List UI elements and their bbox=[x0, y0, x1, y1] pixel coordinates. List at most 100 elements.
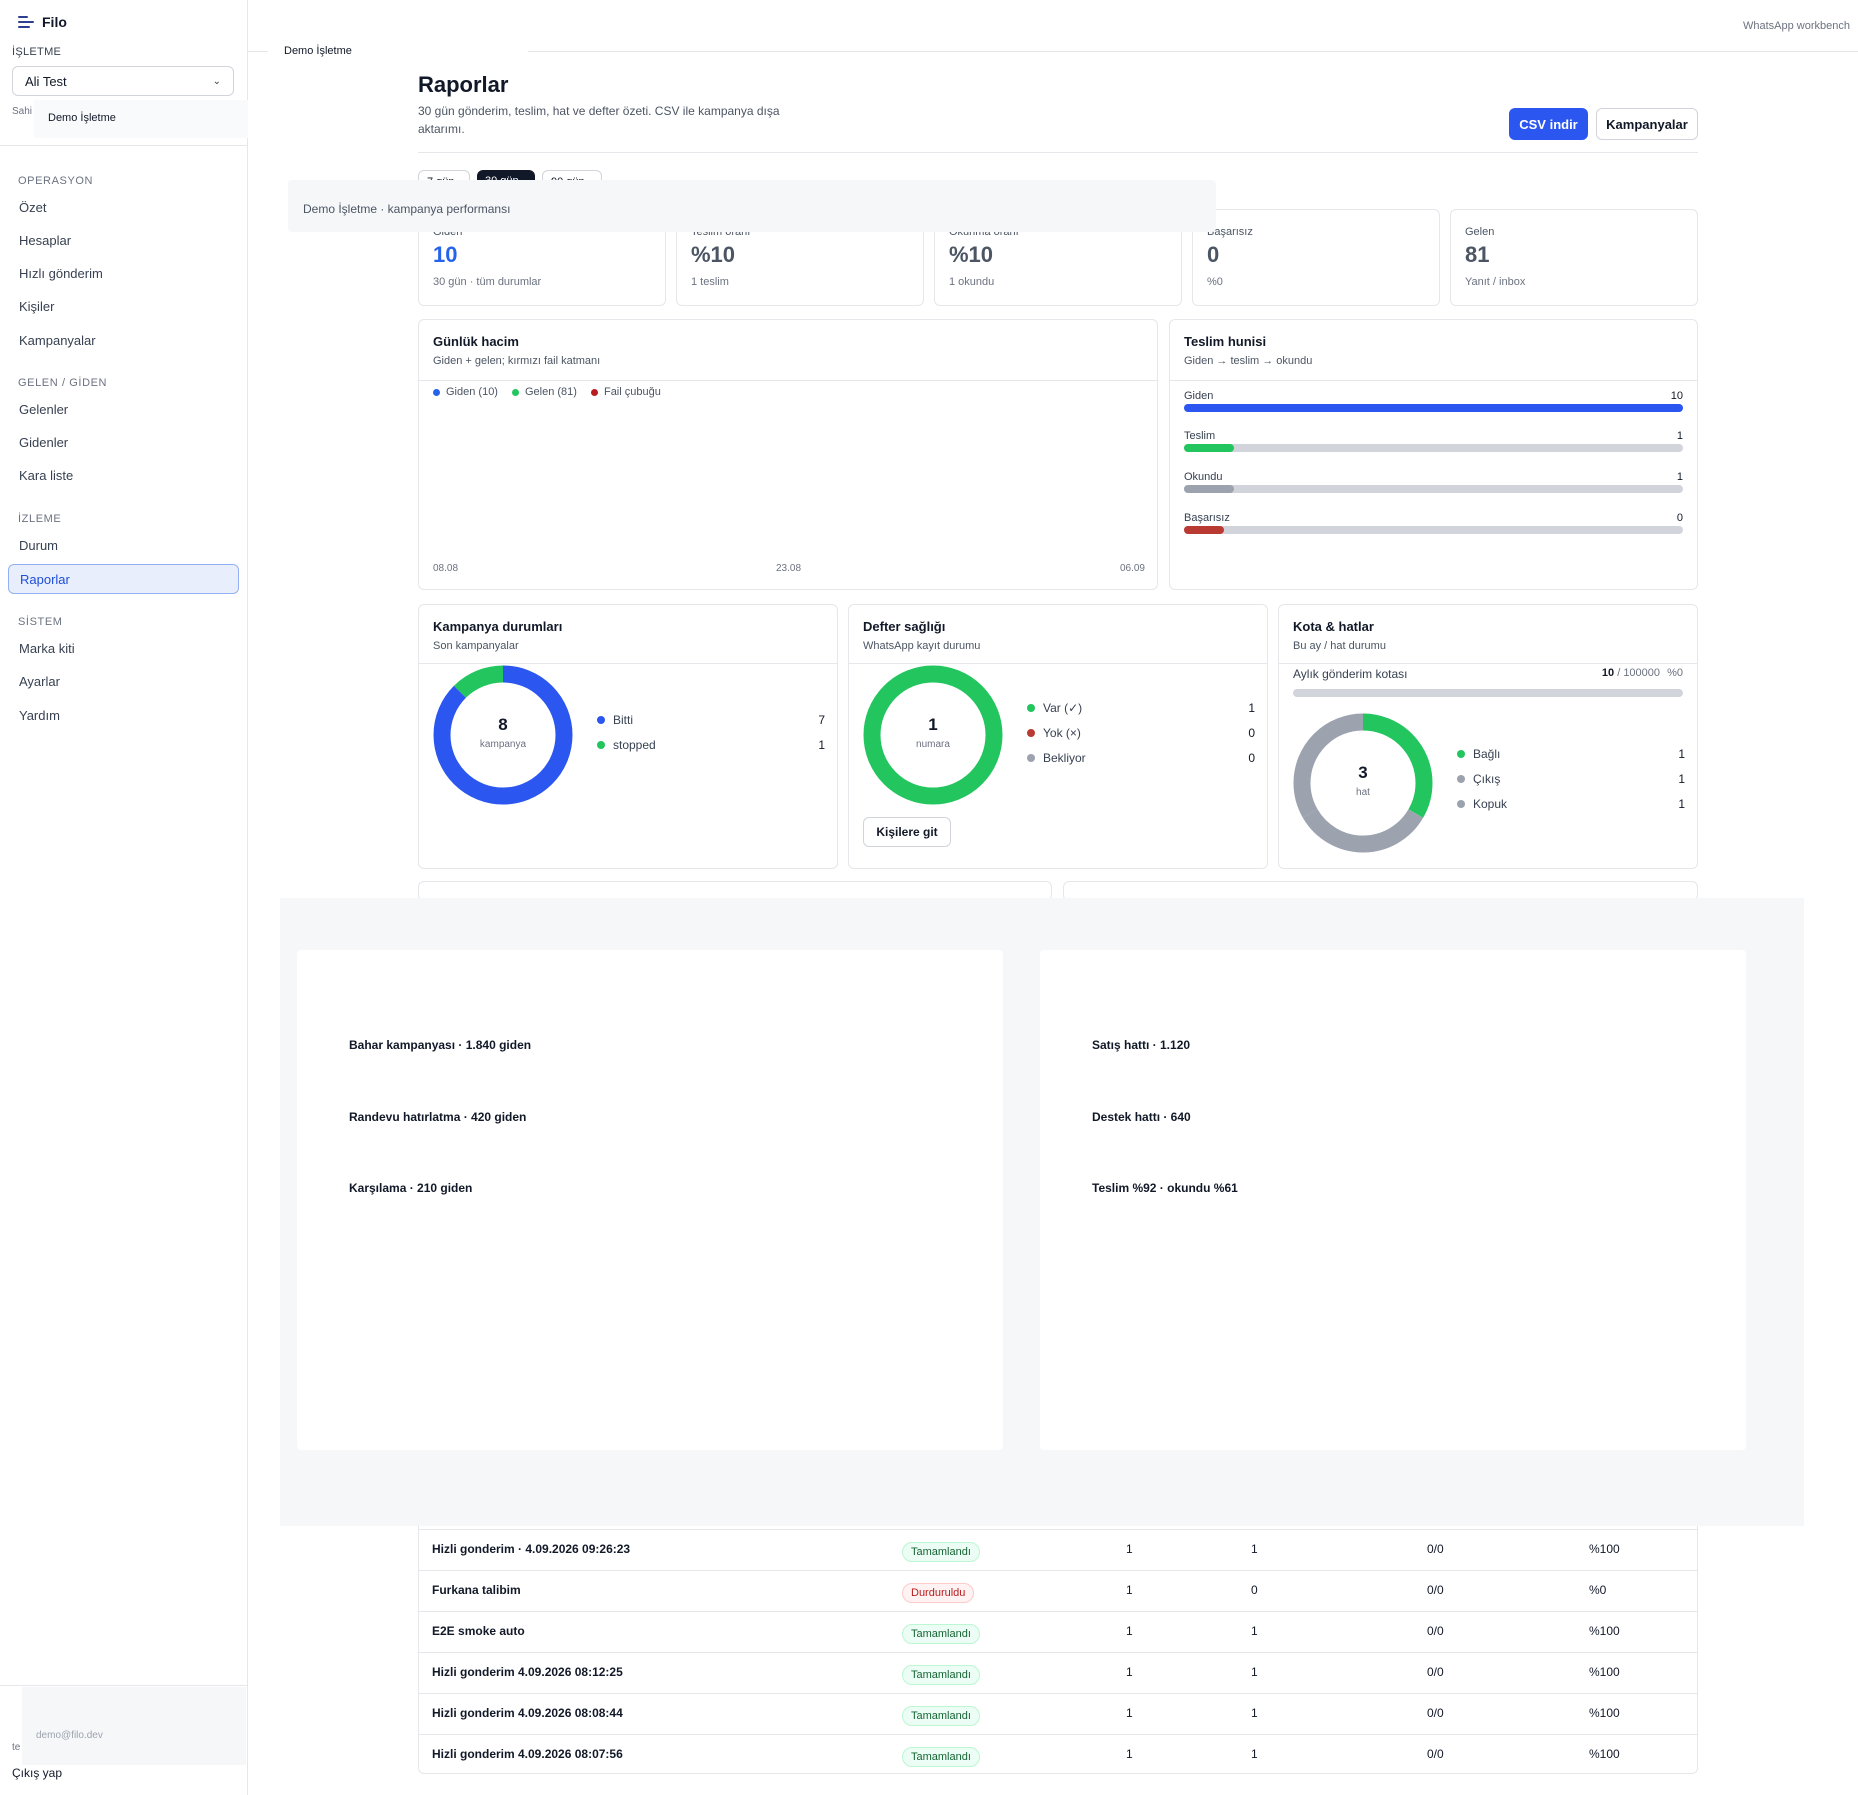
campaign-name: Hizli gonderim 4.09.2026 08:12:25 bbox=[432, 1665, 623, 1679]
legend-row: Bağlı 1 bbox=[1457, 747, 1685, 761]
business-select-value: Ali Test bbox=[25, 73, 67, 89]
legend-dot bbox=[597, 716, 605, 724]
legend-label: Giden (10) bbox=[446, 386, 498, 398]
donut-center-label: numara bbox=[916, 739, 950, 750]
sidebar-item[interactable]: Yardım bbox=[19, 707, 60, 723]
sidebar-item[interactable]: Raporlar bbox=[8, 564, 239, 594]
kpi-card: Başarısız 0 %0 bbox=[1192, 209, 1440, 306]
x-tick: 06.09 bbox=[1119, 563, 1145, 574]
nav-group-label: SİSTEM bbox=[18, 616, 63, 628]
funnel-label: Giden bbox=[1184, 390, 1214, 402]
business-tooltip-top: Demo İşletme bbox=[268, 34, 528, 72]
status-badge: Tamamlandı bbox=[902, 1542, 980, 1562]
user-card[interactable]: demo@filo.dev bbox=[22, 1687, 246, 1765]
campaigns-button[interactable]: Kampanyalar bbox=[1596, 108, 1698, 140]
legend-label: Kopuk bbox=[1473, 797, 1508, 811]
daily-volume-subtitle: Giden + gelen; kırmızı fail katmanı bbox=[433, 355, 601, 367]
funnel-title: Teslim hunisi bbox=[1184, 334, 1267, 349]
status-badge: Tamamlandı bbox=[902, 1624, 980, 1644]
sidebar-item[interactable]: Özet bbox=[19, 199, 47, 215]
donut-segment bbox=[1293, 713, 1433, 853]
sidebar-item[interactable]: Gelenler bbox=[19, 401, 69, 417]
quota-subtitle: Bu ay / hat durumu bbox=[1293, 640, 1386, 652]
kpi-value: %10 bbox=[691, 242, 736, 267]
kpi-sub: 30 gün · tüm durumlar bbox=[433, 276, 542, 288]
sidebar-item[interactable]: Hesaplar bbox=[19, 232, 72, 248]
campaign-status-card: Kampanya durumları Son kampanyalar 8 kamp… bbox=[418, 604, 838, 869]
range-tooltip-text: Demo İşletme · kampanya performansı bbox=[303, 202, 511, 216]
funnel-label: Başarısız bbox=[1184, 512, 1230, 524]
divider bbox=[0, 145, 247, 146]
legend-row: Bekliyor 0 bbox=[1027, 751, 1255, 765]
table-row[interactable]: Hizli gonderim 4.09.2026 08:12:25 Tamamla… bbox=[418, 1652, 1698, 1693]
x-tick: 08.08 bbox=[433, 563, 459, 574]
overlay-left-line: Bahar kampanyası · 1.840 giden bbox=[349, 1038, 532, 1052]
sidebar-item[interactable]: Kara liste bbox=[19, 467, 74, 483]
status-badge: Tamamlandı bbox=[902, 1747, 980, 1767]
funnel-value: 1 bbox=[1676, 471, 1683, 483]
quota-card: Kota & hatlar Bu ay / hat durumu Aylık g… bbox=[1278, 604, 1698, 869]
sent-count: 1 bbox=[1126, 1583, 1133, 1597]
funnel-bar-fill bbox=[1184, 526, 1224, 534]
fail-count: 0/0 bbox=[1427, 1747, 1444, 1761]
funnel-bar-fill bbox=[1184, 444, 1234, 452]
ledger-title: Defter sağlığı bbox=[863, 619, 946, 634]
donut-segment bbox=[1293, 713, 1433, 853]
legend-dot bbox=[1027, 704, 1035, 712]
table-row[interactable]: Hizli gonderim · 4.09.2026 09:26:23 Tamam… bbox=[418, 1529, 1698, 1570]
quota-progress bbox=[1293, 689, 1683, 697]
delivered-count: 1 bbox=[1251, 1624, 1258, 1638]
daily-volume-card: Günlük hacim Giden + gelen; kırmızı fail… bbox=[418, 319, 1158, 590]
owner-label: Sahi bbox=[12, 106, 33, 117]
business-select[interactable]: Ali Test ⌄ bbox=[12, 66, 234, 96]
legend-row: Kopuk 1 bbox=[1457, 797, 1685, 811]
brand[interactable]: Filo bbox=[18, 14, 67, 30]
legend-label: Bekliyor bbox=[1043, 751, 1086, 765]
funnel-bar-track bbox=[1184, 526, 1683, 534]
legend-label: Çıkış bbox=[1473, 772, 1501, 786]
legend-label: Bağlı bbox=[1473, 747, 1501, 761]
table-row[interactable]: Furkana talibim Durduruldu 1 0 0/0 %0 bbox=[418, 1570, 1698, 1611]
user-email: demo@filo.dev bbox=[36, 1730, 103, 1741]
ledger-donut: 1 numara bbox=[863, 665, 1003, 805]
legend-item: Gelen (81) bbox=[511, 386, 577, 398]
donut-chart bbox=[1293, 713, 1433, 853]
sidebar-item[interactable]: Durum bbox=[19, 537, 59, 553]
campaign-name: Furkana talibim bbox=[432, 1583, 521, 1597]
legend-dot bbox=[1457, 775, 1465, 783]
funnel-label: Teslim bbox=[1184, 430, 1216, 442]
sidebar-item[interactable]: Hızlı gönderim bbox=[19, 265, 103, 281]
campaign-name: Hizli gonderim 4.09.2026 08:07:56 bbox=[432, 1747, 623, 1761]
logout-link[interactable]: Çıkış yap bbox=[12, 1766, 63, 1780]
legend-label: Gelen (81) bbox=[524, 386, 577, 398]
quota-value: 10 / 100000 %0 bbox=[1601, 667, 1683, 679]
status-badge: Durduruldu bbox=[902, 1583, 975, 1603]
delivered-count: 1 bbox=[1251, 1706, 1258, 1720]
user-prefix: te bbox=[12, 1742, 21, 1753]
donut-center-label: kampanya bbox=[479, 739, 527, 750]
table-row[interactable]: E2E smoke auto Tamamlandı 1 1 0/0 %100 bbox=[418, 1611, 1698, 1652]
legend-dot bbox=[1027, 729, 1035, 737]
kpi-sub: %0 bbox=[1207, 276, 1223, 288]
campaign-status-subtitle: Son kampanyalar bbox=[433, 640, 519, 652]
sidebar-item[interactable]: Marka kiti bbox=[19, 640, 75, 656]
sidebar-item[interactable]: Ayarlar bbox=[19, 673, 60, 689]
kpi-label: Gelen bbox=[1465, 226, 1495, 238]
overlay-panel: Bahar kampanyası · 1.840 giden Randevu h… bbox=[280, 898, 1804, 1526]
kpi-label: Başarısız bbox=[1207, 226, 1253, 238]
sidebar-item[interactable]: Kişiler bbox=[19, 298, 55, 314]
table-row[interactable]: Hizli gonderim 4.09.2026 08:08:44 Tamamla… bbox=[418, 1693, 1698, 1734]
daily-volume-legend: Giden (10) Gelen (81) Fail çubuğu bbox=[433, 382, 661, 402]
fail-count: 0/0 bbox=[1427, 1706, 1444, 1720]
sidebar-item[interactable]: Kampanyalar bbox=[19, 332, 96, 348]
funnel-bar-track bbox=[1184, 404, 1683, 412]
legend-dot bbox=[1457, 800, 1465, 808]
overlay-left-line: Karşılama · 210 giden bbox=[349, 1181, 473, 1195]
table-row[interactable]: Hizli gonderim 4.09.2026 08:07:56 Tamamla… bbox=[418, 1734, 1698, 1775]
csv-download-button[interactable]: CSV indir bbox=[1509, 108, 1588, 140]
sidebar-item[interactable]: Gidenler bbox=[19, 434, 69, 450]
funnel-value: 0 bbox=[1676, 512, 1683, 524]
topbar: WhatsApp workbench bbox=[248, 0, 1858, 52]
delivered-count: 1 bbox=[1251, 1542, 1258, 1556]
go-to-contacts-button[interactable]: Kişilere git bbox=[863, 817, 951, 847]
